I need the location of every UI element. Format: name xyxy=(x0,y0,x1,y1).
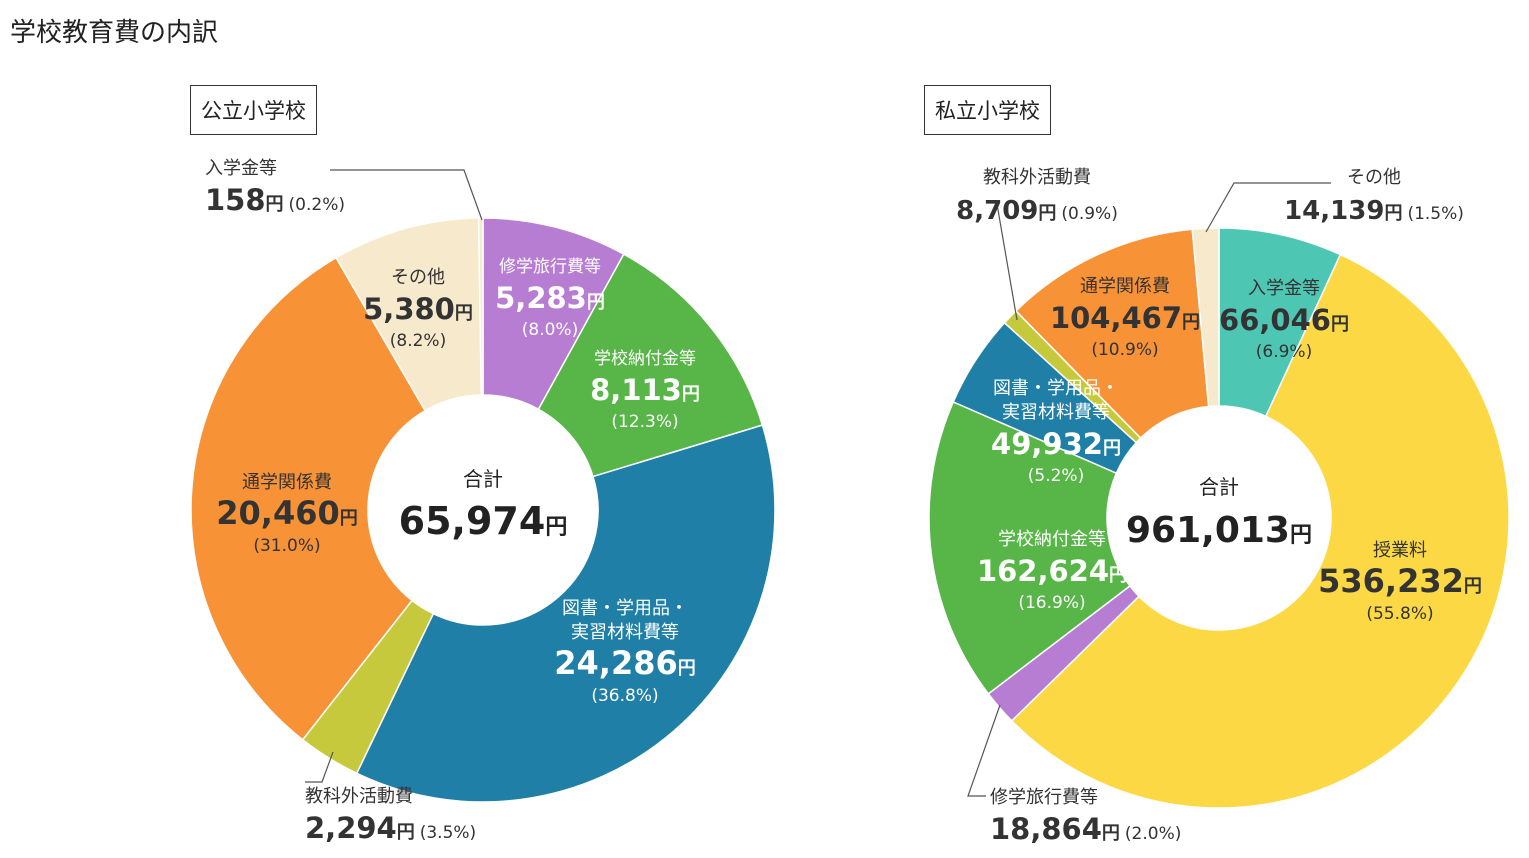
leader-line xyxy=(305,751,334,783)
slice-value: 49,932円 xyxy=(991,427,1121,461)
slice-percent: (36.8%) xyxy=(591,686,658,706)
slice-label: 教科外活動費 8,709円 (0.9%) xyxy=(956,167,1118,226)
slice-percent: (12.3%) xyxy=(611,412,678,432)
slice-value: 536,232円 xyxy=(1318,562,1482,600)
chart-title: 公立小学校 xyxy=(190,85,317,135)
slice-label: 修学旅行費等 18,864円 (2.0%) xyxy=(990,787,1181,846)
pie-slice xyxy=(928,400,1131,695)
slice-percent: (10.9%) xyxy=(1091,340,1158,360)
slice-name: 通学関係費 xyxy=(1080,276,1170,297)
slice-name: 修学旅行費等 xyxy=(499,257,601,277)
slice-name: 実習材料費等 xyxy=(571,622,679,643)
slice-percent: (8.2%) xyxy=(390,331,446,351)
slice-value: 8,709円 (0.9%) xyxy=(956,196,1118,226)
chart-title: 私立小学校 xyxy=(924,85,1051,135)
slice-name: 図書・学用品・ xyxy=(562,598,688,619)
slice-label: その他 5,380円 (8.2%) xyxy=(363,267,473,351)
leader-line xyxy=(996,203,1018,321)
leader-line xyxy=(330,169,483,221)
slice-value: 162,624円 xyxy=(977,554,1127,588)
slice-name: 教科外活動費 xyxy=(983,167,1091,188)
pie-slice xyxy=(355,424,776,803)
slice-name: 教科外活動費 xyxy=(305,786,413,807)
slice-value: 18,864円 (2.0%) xyxy=(990,812,1181,846)
slice-value: 158円 (0.2%) xyxy=(205,183,345,217)
pie-slice xyxy=(1014,228,1210,440)
slice-name: 入学金等 xyxy=(1248,278,1320,299)
slice-label: その他 14,139円 (1.5%) xyxy=(1284,167,1464,226)
total-value: 65,974円 xyxy=(399,499,568,543)
slice-value: 104,467円 xyxy=(1050,301,1200,335)
slice-label: 学校納付金等 8,113円 (12.3%) xyxy=(590,349,700,432)
donut-chart: 合計 65,974円 修学旅行費等 5,283円 (8.0%) 学校納付金等 8,113円 (… xyxy=(190,158,776,845)
slice-name: 学校納付金等 xyxy=(594,349,696,369)
total-label: 合計 xyxy=(463,467,503,491)
slice-name: 授業料 xyxy=(1373,540,1427,561)
slice-percent: (8.0%) xyxy=(522,320,578,340)
slice-percent: (5.2%) xyxy=(1028,466,1084,486)
slice-name: 入学金等 xyxy=(205,158,277,179)
slice-value: 20,460円 xyxy=(216,494,357,532)
slice-value: 5,283円 xyxy=(495,281,605,315)
slice-name: 実習材料費等 xyxy=(1002,402,1110,423)
pie-slice xyxy=(477,217,484,396)
pie-slice xyxy=(190,256,427,741)
slice-label: 入学金等 158円 (0.2%) xyxy=(205,158,345,217)
slice-value: 8,113円 xyxy=(590,373,700,407)
slice-name: 学校納付金等 xyxy=(998,529,1106,550)
slice-name: 図書・学用品・ xyxy=(993,378,1119,399)
pie-slice xyxy=(1191,227,1220,408)
pie-slice xyxy=(537,253,764,478)
slice-label: 入学金等 66,046円 (6.9%) xyxy=(1219,278,1349,362)
slice-value: 5,380円 xyxy=(363,292,473,326)
slice-value: 66,046円 xyxy=(1219,303,1349,337)
chart-private-elementary: 私立小学校 合計 961,013円 入学金等 66,046円 (6.9%) 授業料 536,… xyxy=(800,0,1529,858)
pie-slice xyxy=(1010,253,1510,809)
slice-label: 教科外活動費 2,294円 (3.5%) xyxy=(305,786,476,845)
total-label: 合計 xyxy=(1199,475,1239,499)
total-value: 961,013円 xyxy=(1126,510,1312,551)
chart-public-elementary: 公立小学校 合計 65,974円 修学旅行費等 5,283円 (8.0%) 学校納付金等 8… xyxy=(190,85,776,845)
slice-percent: (6.9%) xyxy=(1256,342,1312,362)
slice-name: 修学旅行費等 xyxy=(990,787,1098,808)
slice-name: その他 xyxy=(1347,167,1401,188)
slice-value: 2,294円 (3.5%) xyxy=(305,811,476,845)
slice-value: 14,139円 (1.5%) xyxy=(1284,196,1464,226)
slice-name: 通学関係費 xyxy=(242,472,332,493)
leader-line xyxy=(1205,182,1331,233)
slice-value: 24,286円 xyxy=(554,644,695,682)
slice-label: 学校納付金等 162,624円 (16.9%) xyxy=(977,529,1127,613)
slice-percent: (16.9%) xyxy=(1018,593,1085,613)
slice-label: 通学関係費 104,467円 (10.9%) xyxy=(1050,276,1200,360)
leader-line xyxy=(967,704,1001,797)
slice-percent: (55.8%) xyxy=(1366,604,1433,624)
slice-label: 図書・学用品・実習材料費等 49,932円 (5.2%) xyxy=(991,378,1121,486)
slice-name: その他 xyxy=(391,267,445,288)
page-title: 学校教育費の内訳 xyxy=(10,18,219,48)
slice-percent: (31.0%) xyxy=(253,536,320,556)
slice-label: 修学旅行費等 5,283円 (8.0%) xyxy=(495,257,605,340)
